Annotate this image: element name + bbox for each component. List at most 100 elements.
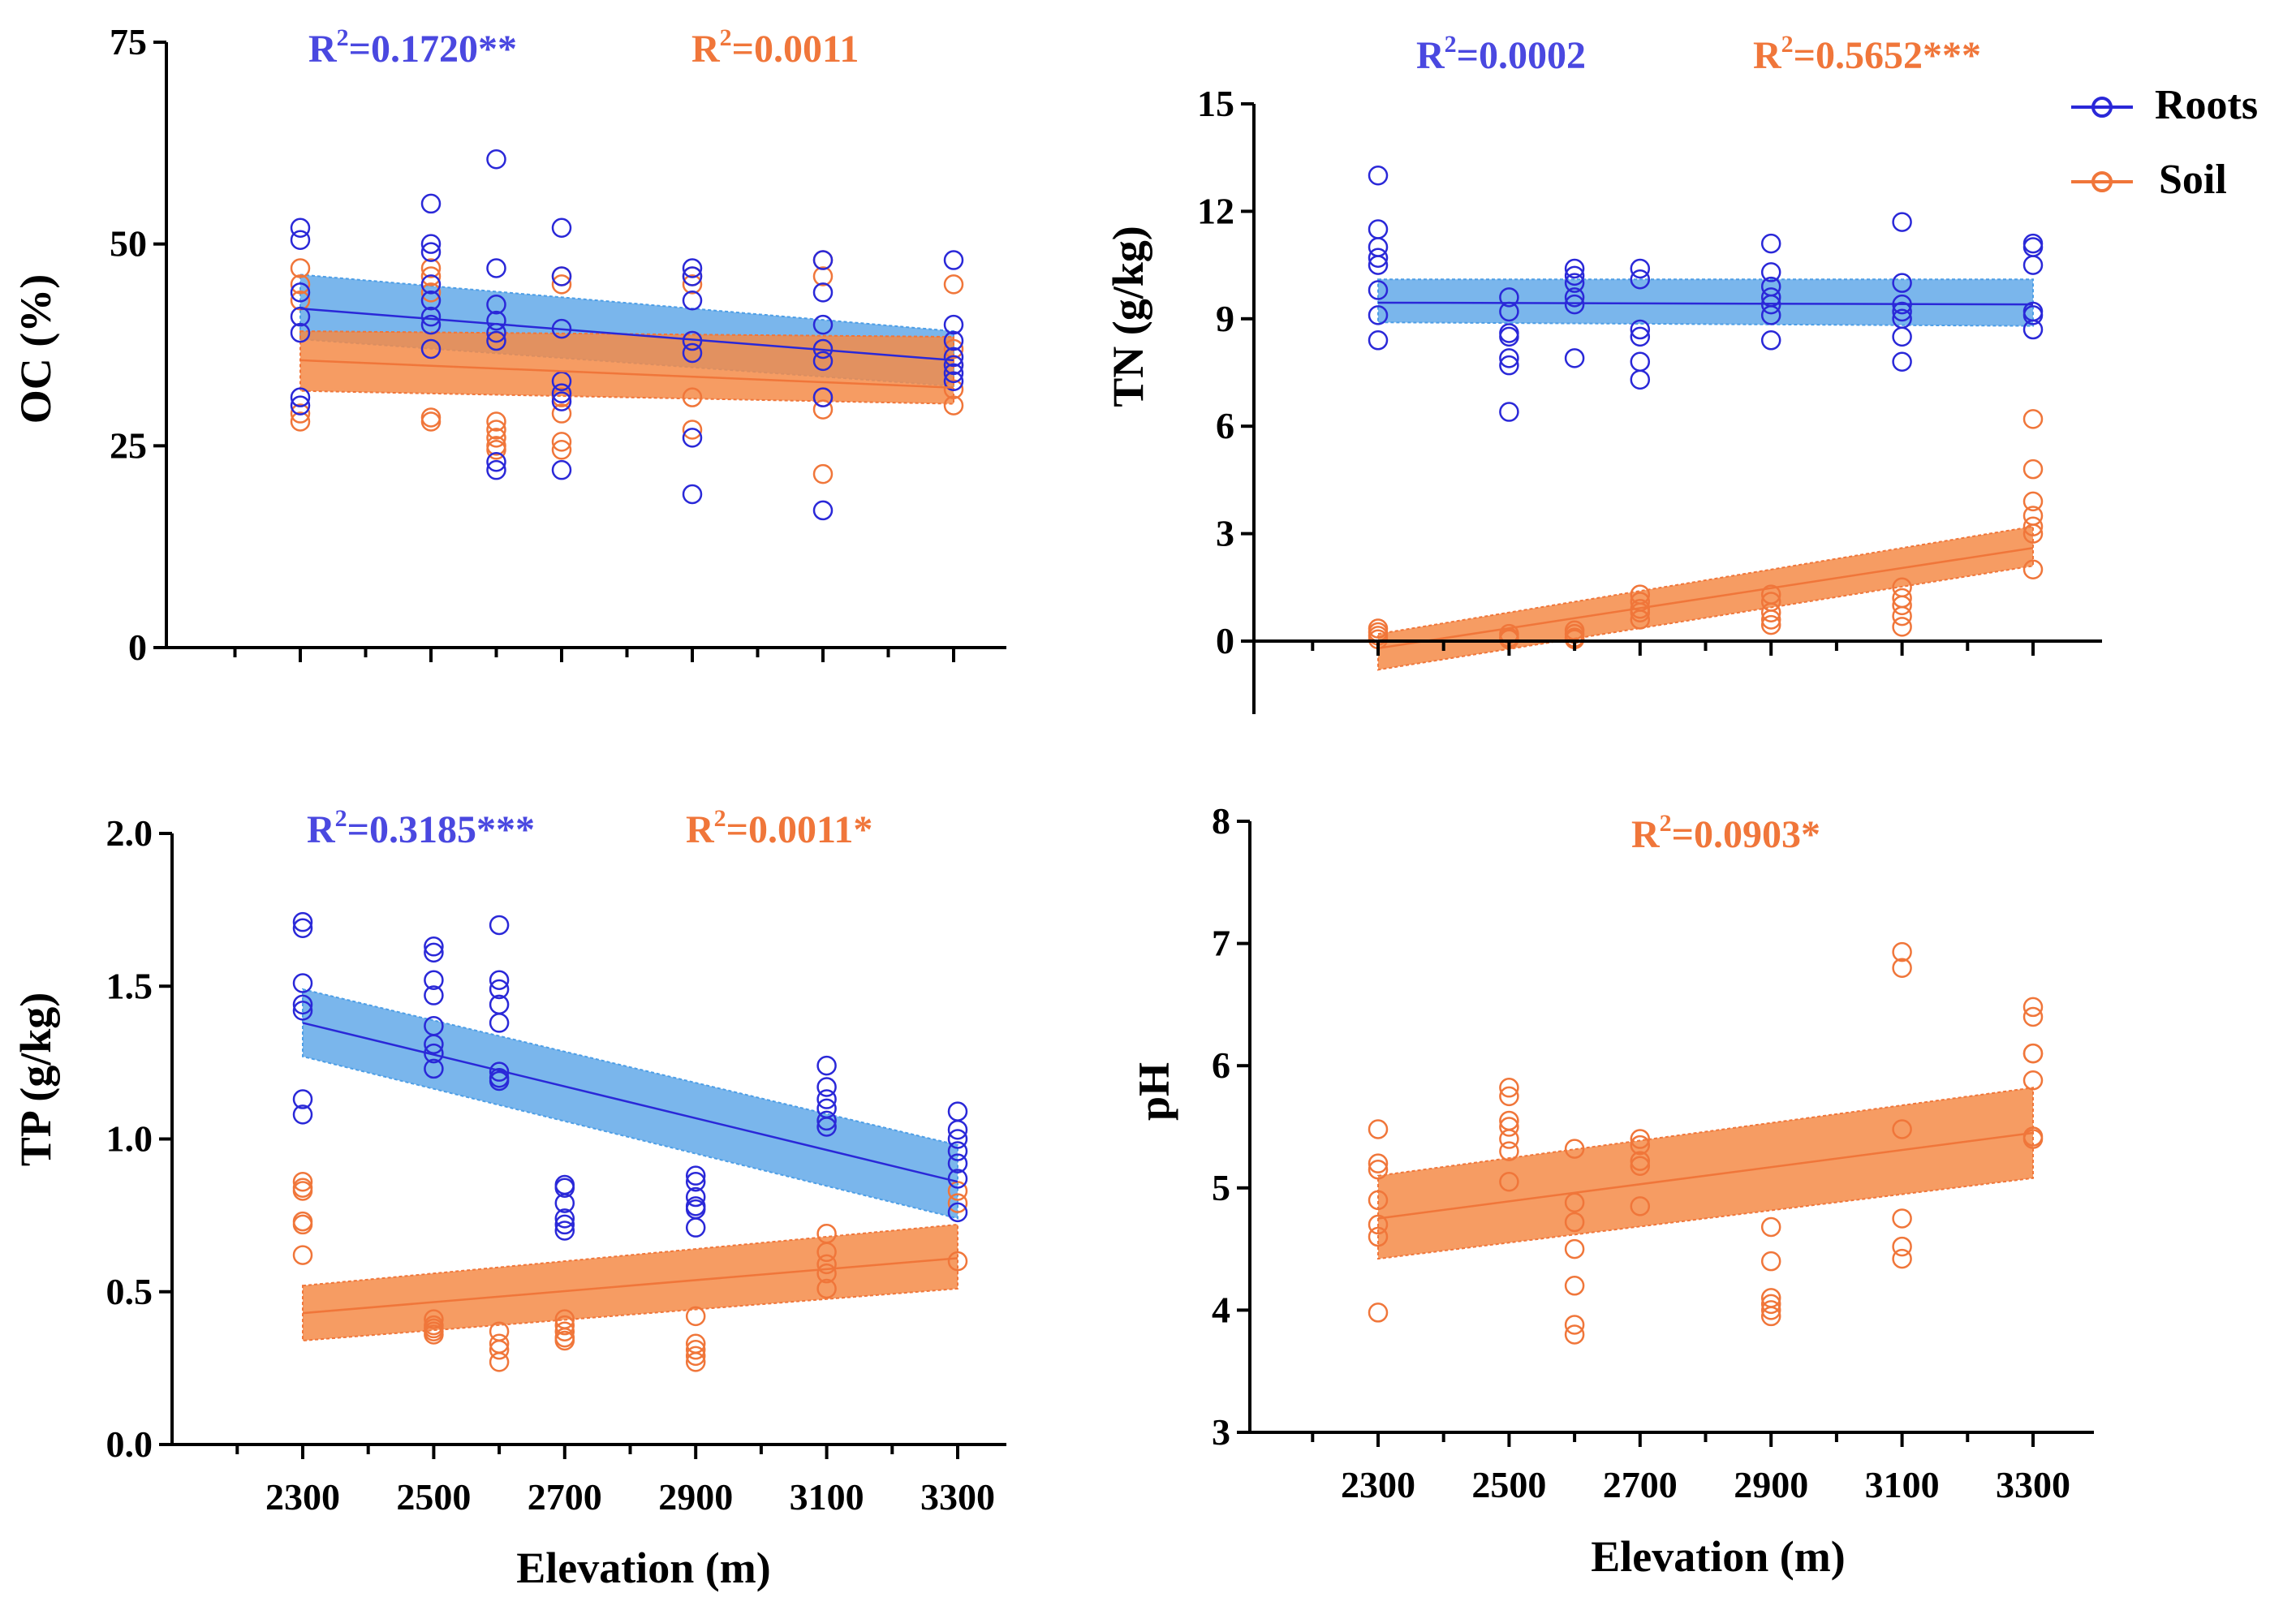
tp-roots-point xyxy=(685,1217,706,1238)
tp-soil-point xyxy=(554,1330,575,1351)
ph-soil-point xyxy=(2022,1006,2044,1027)
tp-roots-point xyxy=(292,1104,313,1125)
tn-soil-point xyxy=(1630,609,1651,630)
tp-roots-point xyxy=(424,970,444,990)
tn-roots-point xyxy=(1368,280,1389,300)
tn-roots-point xyxy=(1760,305,1781,325)
legend-soil-marker xyxy=(2091,171,2113,192)
oc-roots-point xyxy=(943,371,964,392)
tn-r2-soil: R2=0.5652*** xyxy=(1753,31,1981,77)
oc-roots-point xyxy=(420,306,442,327)
ph-soil-point xyxy=(1368,1302,1389,1323)
tp-roots-point xyxy=(292,918,313,938)
tp-roots-point xyxy=(489,915,510,936)
tp-roots-point xyxy=(554,1221,575,1241)
oc-soil-point xyxy=(943,395,964,415)
oc-soil-point xyxy=(420,407,442,428)
oc-soil-point xyxy=(682,420,703,440)
ph-y-tick-label: 4 xyxy=(1212,1289,1230,1330)
tn-roots-point xyxy=(1892,326,1912,347)
oc-roots-point xyxy=(812,500,834,521)
tp-roots-point xyxy=(816,1117,837,1137)
oc-roots-point xyxy=(943,330,964,351)
tn-bands xyxy=(1377,278,2034,671)
tp-soil-point xyxy=(424,1309,444,1329)
ph-soil-point xyxy=(1630,1129,1651,1149)
oc-roots-point xyxy=(420,338,442,360)
tp-roots-point xyxy=(489,1013,510,1033)
ph-y-tick-label: 6 xyxy=(1212,1044,1230,1086)
ph-soil-confidence-band xyxy=(1377,1087,2034,1260)
tp-roots-point xyxy=(947,1129,968,1149)
tn-y-tick-label: 15 xyxy=(1197,83,1234,124)
tn-roots-point xyxy=(2022,305,2044,325)
tp-y-tick-label: 0.5 xyxy=(106,1271,153,1312)
tp-x-tick-label: 2500 xyxy=(396,1476,471,1518)
ph-soil-point xyxy=(1630,1156,1651,1176)
ph-soil-point xyxy=(1368,1119,1389,1139)
ph-soil-point xyxy=(1499,1129,1519,1149)
oc-soil-point xyxy=(486,420,506,440)
tn-roots-point xyxy=(1760,330,1781,351)
ph-soil-point xyxy=(1368,1159,1389,1180)
ph-soil-point xyxy=(1368,1153,1389,1173)
tp-roots-point xyxy=(489,1070,510,1091)
oc-soil-point xyxy=(486,440,506,460)
tn-y-tick-label: 0 xyxy=(1216,620,1234,661)
tp-soil-point xyxy=(489,1352,510,1372)
tn-roots-point xyxy=(2022,319,2044,340)
oc-roots-point xyxy=(682,258,703,278)
ph-soil-point xyxy=(2022,1070,2044,1091)
tp-fit-lines xyxy=(302,1022,958,1315)
tn-roots-point xyxy=(1499,355,1519,376)
ph-x-tick-label: 3300 xyxy=(1996,1464,2070,1505)
oc-roots-point xyxy=(290,322,311,343)
ph-soil-point xyxy=(1564,1238,1585,1259)
oc-points xyxy=(290,149,964,521)
tp-roots-point xyxy=(947,1119,968,1140)
tn-soil-point xyxy=(1892,595,1912,616)
oc-roots-point xyxy=(290,395,311,415)
oc-fit-lines xyxy=(299,307,954,389)
tp-roots-confidence-band xyxy=(302,988,958,1220)
oc-soil-point xyxy=(551,274,572,295)
oc-roots-point xyxy=(943,347,964,368)
tn-roots-point xyxy=(1368,255,1389,275)
panel-tn: 0 3 6 9 12 15 TN (g/kg) R2=0.0002 R2=0.5652**… xyxy=(1104,31,2102,714)
oc-roots-point xyxy=(551,459,572,480)
tn-soil-point xyxy=(2022,516,2044,537)
tp-soil-point xyxy=(685,1346,706,1367)
tp-soil-fit-line xyxy=(302,1257,958,1315)
ph-x-tick-label: 3100 xyxy=(1865,1464,1940,1505)
ph-x-tick-label: 2700 xyxy=(1603,1464,1678,1505)
oc-y-tick-label: 75 xyxy=(110,21,147,62)
ph-soil-point xyxy=(1564,1276,1585,1296)
tp-y-tick-label: 1.0 xyxy=(106,1118,153,1160)
tp-bands xyxy=(302,988,958,1342)
tn-soil-point xyxy=(1760,614,1781,635)
panel-oc: 0 25 50 75 OC (%) R2=0.1720** R2=0.0011 xyxy=(11,21,1006,668)
tn-roots-point xyxy=(1630,269,1651,290)
panel-ph: 3 4 5 6 7 8 2300 2500 2700 2900 3100 3300 pH R2=0.0… xyxy=(1130,800,2094,1581)
oc-roots-point xyxy=(551,391,572,411)
legend-roots-label: Roots xyxy=(2155,82,2258,128)
tn-roots-point xyxy=(1630,351,1651,372)
oc-roots-point xyxy=(486,330,506,351)
ph-x-tick-label: 2300 xyxy=(1341,1464,1415,1505)
tp-roots-point xyxy=(685,1171,706,1192)
tp-roots-point xyxy=(947,1153,968,1173)
tn-roots-point xyxy=(1892,351,1912,372)
oc-roots-point xyxy=(290,217,311,239)
ph-soil-point xyxy=(1630,1151,1651,1171)
oc-soil-point xyxy=(682,387,703,407)
tp-roots-point xyxy=(424,985,444,1005)
oc-roots-point xyxy=(420,234,442,254)
legend: Roots Soil xyxy=(2071,82,2258,203)
oc-soil-point xyxy=(290,411,311,432)
ph-points xyxy=(1368,941,2044,1345)
tn-y-tick-label: 12 xyxy=(1197,190,1234,231)
tp-y-tick-label: 2.0 xyxy=(106,812,153,854)
oc-soil-point xyxy=(812,463,834,484)
oc-roots-point xyxy=(682,291,703,311)
ph-soil-point xyxy=(1892,1248,1912,1269)
